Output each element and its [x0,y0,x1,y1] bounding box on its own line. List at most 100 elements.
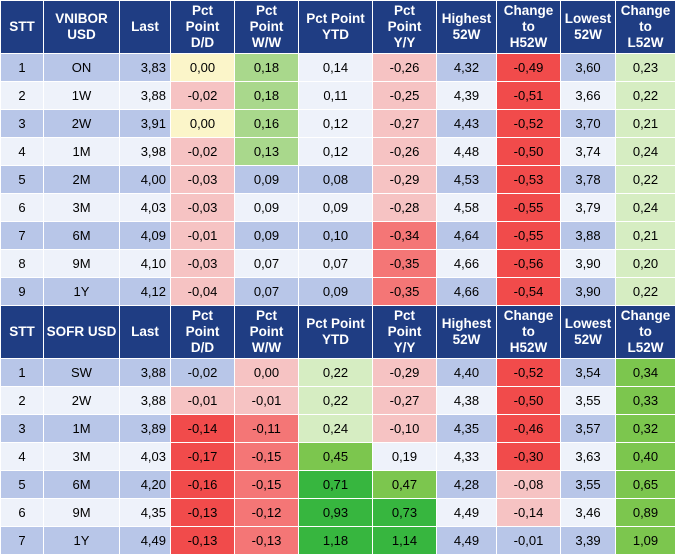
cell-tenor: 2M [44,166,120,194]
cell-pct-point-ww: -0,11 [235,415,299,443]
cell-last: 4,12 [120,278,171,306]
cell-stt: 2 [1,387,44,415]
cell-highest-52w: 4,33 [437,443,497,471]
cell-pct-point-ytd: 1,18 [299,527,373,555]
cell-pct-point-ytd: 0,14 [299,54,373,82]
cell-change-to-l52w: 0,33 [616,387,675,415]
cell-change-to-h52w: -0,46 [497,415,561,443]
column-header-label: Change to L52W [618,308,673,356]
column-header-pct-point-ww: Pct Point W/W [235,1,299,54]
cell-highest-52w: 4,32 [437,54,497,82]
cell-change-to-h52w: -0,49 [497,54,561,82]
cell-highest-52w: 4,28 [437,471,497,499]
cell-stt: 7 [1,527,44,555]
cell-pct-point-yy: -0,27 [373,110,437,138]
cell-pct-point-ww: 0,18 [235,54,299,82]
column-header-stt: STT [1,306,44,359]
cell-pct-point-ytd: 0,07 [299,250,373,278]
cell-pct-point-ytd: 0,24 [299,415,373,443]
cell-pct-point-ytd: 0,11 [299,82,373,110]
cell-lowest-52w: 3,90 [561,278,616,306]
cell-tenor: ON [44,54,120,82]
cell-change-to-l52w: 0,22 [616,82,675,110]
column-header-stt: STT [1,1,44,54]
column-header-change-to-l52w: Change to L52W [616,1,675,54]
cell-pct-point-dd: -0,13 [171,527,235,555]
cell-highest-52w: 4,40 [437,359,497,387]
cell-lowest-52w: 3,66 [561,82,616,110]
cell-pct-point-yy: -0,26 [373,138,437,166]
column-header-label: Last [122,19,168,35]
cell-change-to-l52w: 1,09 [616,527,675,555]
cell-stt: 5 [1,471,44,499]
cell-pct-point-ww: 0,09 [235,194,299,222]
cell-pct-point-ww: 0,18 [235,82,299,110]
cell-change-to-l52w: 0,21 [616,222,675,250]
column-header-lowest-52w: Lowest 52W [561,306,616,359]
cell-pct-point-dd: -0,03 [171,194,235,222]
cell-pct-point-ytd: 0,12 [299,110,373,138]
column-header-change-to-h52w: Change to H52W [497,1,561,54]
cell-pct-point-ytd: 0,93 [299,499,373,527]
cell-highest-52w: 4,38 [437,387,497,415]
cell-lowest-52w: 3,55 [561,471,616,499]
cell-change-to-h52w: -0,52 [497,110,561,138]
cell-lowest-52w: 3,90 [561,250,616,278]
cell-pct-point-dd: -0,02 [171,82,235,110]
column-header-highest-52w: Highest 52W [437,1,497,54]
cell-change-to-h52w: -0,51 [497,82,561,110]
column-header-change-to-h52w: Change to H52W [497,306,561,359]
cell-change-to-l52w: 0,34 [616,359,675,387]
cell-lowest-52w: 3,78 [561,166,616,194]
cell-tenor: 9M [44,250,120,278]
cell-highest-52w: 4,66 [437,250,497,278]
cell-pct-point-yy: -0,34 [373,222,437,250]
cell-pct-point-ww: 0,13 [235,138,299,166]
cell-tenor: 3M [44,194,120,222]
cell-last: 4,00 [120,166,171,194]
cell-lowest-52w: 3,60 [561,54,616,82]
cell-pct-point-dd: 0,00 [171,54,235,82]
cell-last: 4,49 [120,527,171,555]
cell-pct-point-ytd: 0,09 [299,278,373,306]
cell-pct-point-ytd: 0,12 [299,138,373,166]
cell-change-to-h52w: -0,55 [497,222,561,250]
cell-pct-point-ytd: 0,71 [299,471,373,499]
cell-last: 3,88 [120,359,171,387]
cell-pct-point-yy: -0,28 [373,194,437,222]
column-header-label: STT [3,19,41,35]
cell-change-to-h52w: -0,54 [497,278,561,306]
cell-pct-point-ww: 0,07 [235,250,299,278]
cell-lowest-52w: 3,57 [561,415,616,443]
cell-last: 3,88 [120,387,171,415]
cell-change-to-l52w: 0,20 [616,250,675,278]
cell-last: 3,91 [120,110,171,138]
cell-last: 3,89 [120,415,171,443]
cell-pct-point-yy: 0,73 [373,499,437,527]
cell-pct-point-yy: -0,25 [373,82,437,110]
cell-pct-point-ww: -0,01 [235,387,299,415]
column-header-label: Lowest 52W [563,316,613,348]
cell-pct-point-ytd: 0,22 [299,387,373,415]
cell-stt: 6 [1,499,44,527]
column-header-label: Pct Point W/W [237,308,296,356]
column-header-highest-52w: Highest 52W [437,306,497,359]
cell-last: 4,03 [120,194,171,222]
column-header-pct-point-ww: Pct Point W/W [235,306,299,359]
cell-highest-52w: 4,53 [437,166,497,194]
cell-tenor: 9M [44,499,120,527]
column-header-pct-point-ytd: Pct Point YTD [299,1,373,54]
column-header-label: Pct Point D/D [173,308,232,356]
cell-change-to-h52w: -0,56 [497,250,561,278]
cell-highest-52w: 4,48 [437,138,497,166]
column-header-label: Change to L52W [618,3,673,51]
cell-pct-point-yy: -0,35 [373,278,437,306]
